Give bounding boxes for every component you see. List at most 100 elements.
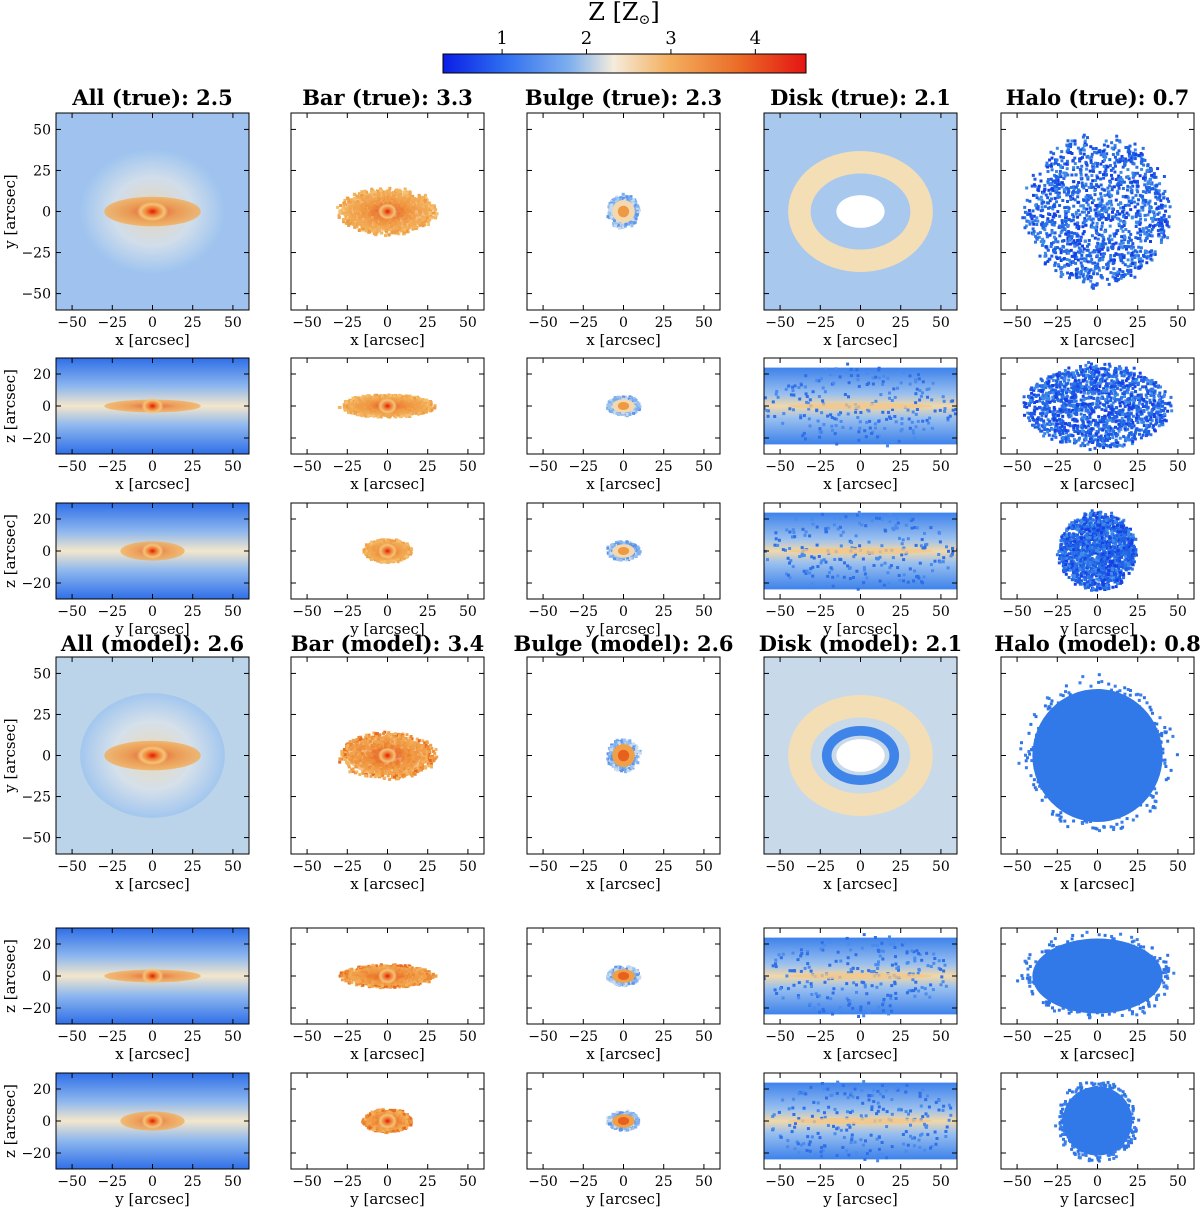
map-pixel xyxy=(1072,239,1076,243)
map-pixel xyxy=(1057,390,1061,394)
x-tick-label: −25 xyxy=(569,459,599,475)
map-pixel xyxy=(379,415,383,419)
map-pixel xyxy=(917,377,921,381)
y-tick-label: −25 xyxy=(21,246,51,262)
map-pixel xyxy=(1060,383,1064,387)
map-pixel xyxy=(1063,209,1067,213)
map-pixel xyxy=(858,420,862,424)
map-pixel xyxy=(868,419,872,423)
map-pixel xyxy=(1145,426,1149,430)
map-pixel xyxy=(395,189,399,193)
map-pixel xyxy=(1154,188,1158,192)
map-pixel xyxy=(1067,218,1071,221)
map-pixel xyxy=(1051,215,1055,219)
map-pixel xyxy=(1050,387,1054,391)
map-pixel xyxy=(1136,179,1139,183)
map-pixel xyxy=(1099,274,1103,278)
map-pixel xyxy=(1039,195,1043,199)
map-pixel xyxy=(1141,205,1145,209)
map-pixel xyxy=(1148,223,1152,227)
map-pixel xyxy=(1127,230,1131,234)
x-tick-label: 25 xyxy=(184,315,202,331)
map-pixel xyxy=(1103,193,1107,197)
map-pixel xyxy=(1097,233,1101,237)
map-pixel xyxy=(1148,199,1152,203)
map-pixel xyxy=(1066,173,1070,177)
map-pixel xyxy=(373,393,377,397)
map-pixel xyxy=(354,225,358,229)
map-pixel xyxy=(874,375,878,379)
map-core xyxy=(377,203,398,220)
map-pixel xyxy=(1060,221,1064,225)
map-pixel xyxy=(1054,269,1058,273)
map-pixel xyxy=(1162,229,1166,233)
map-pixel xyxy=(359,191,363,195)
map-pixel xyxy=(1112,185,1116,189)
map-pixel xyxy=(1102,143,1106,147)
map-pixel xyxy=(1162,214,1166,218)
map-pixel xyxy=(893,395,897,399)
map-pixel xyxy=(1055,158,1059,162)
map-pixel xyxy=(1072,204,1076,208)
map-pixel xyxy=(1065,248,1069,252)
map-pixel xyxy=(864,435,868,439)
map-pixel xyxy=(1058,182,1062,186)
map-pixel xyxy=(1037,427,1041,431)
map-pixel xyxy=(1128,150,1132,154)
map-pixel xyxy=(1117,149,1121,153)
map-pixel xyxy=(1046,217,1050,221)
map-pixel xyxy=(1118,365,1122,369)
map-pixel xyxy=(1153,223,1157,227)
map-pixel xyxy=(1112,258,1116,262)
map-pixel xyxy=(1127,199,1131,203)
map-pixel xyxy=(1138,212,1142,216)
map-pixel xyxy=(1125,247,1128,251)
map-pixel xyxy=(1112,232,1116,236)
map-pixel xyxy=(1127,236,1131,240)
map-pixel xyxy=(1058,214,1062,218)
map-pixel xyxy=(1115,386,1119,390)
x-tick-label: 0 xyxy=(383,459,392,475)
map-pixel xyxy=(419,411,423,415)
map-pixel xyxy=(635,206,639,210)
map-pixel xyxy=(1052,223,1056,227)
map-pixel xyxy=(435,212,439,216)
map-pixel xyxy=(1162,175,1166,178)
map-pixel xyxy=(943,407,947,411)
map-pixel xyxy=(1109,406,1113,410)
map-pixel xyxy=(1161,423,1165,427)
map-pixel xyxy=(1073,404,1077,408)
map-pixel xyxy=(1111,275,1115,279)
map-pixel xyxy=(1070,231,1074,235)
map-pixel xyxy=(1145,396,1149,399)
map-pixel xyxy=(1135,183,1139,187)
map-pixel xyxy=(1118,443,1122,447)
panel-map xyxy=(764,113,957,310)
panel-bar-true-row1: −50 −25 0 25 50x [arcsec]Bar (true): 3.3 xyxy=(290,85,485,349)
map-pixel xyxy=(1081,225,1085,229)
map-pixel xyxy=(1156,197,1160,201)
map-pixel xyxy=(1089,389,1093,393)
map-pixel xyxy=(808,398,812,402)
map-pixel xyxy=(1156,212,1160,216)
map-pixel xyxy=(930,426,934,430)
map-pixel xyxy=(1121,187,1125,190)
map-pixel xyxy=(1111,210,1114,214)
map-pixel xyxy=(1063,171,1067,175)
map-pixel xyxy=(819,377,823,381)
map-pixel xyxy=(1117,277,1120,281)
map-pixel xyxy=(1145,400,1149,404)
y-tick-label: −50 xyxy=(21,287,51,303)
map-pixel xyxy=(624,222,628,226)
map-pixel xyxy=(1048,158,1052,162)
map-pixel xyxy=(1056,410,1060,414)
map-pixel xyxy=(1084,257,1088,261)
map-pixel xyxy=(1081,232,1085,236)
map-pixel xyxy=(1107,260,1111,264)
map-pixel xyxy=(1106,264,1110,268)
map-pixel xyxy=(386,189,390,193)
map-pixel xyxy=(1050,197,1053,201)
map-pixel xyxy=(616,199,620,203)
map-pixel xyxy=(1069,262,1073,266)
map-pixel xyxy=(342,220,346,224)
